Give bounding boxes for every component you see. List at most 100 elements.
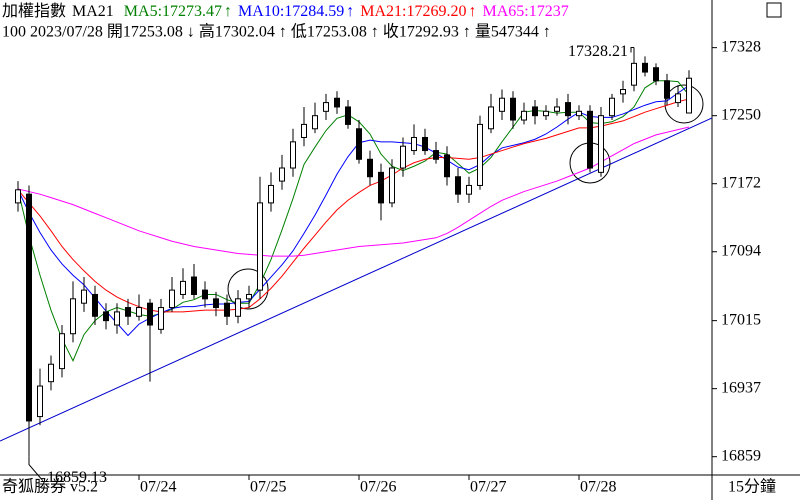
candle-body	[125, 307, 131, 317]
legend-arrow: ↑	[469, 3, 477, 20]
candle-body	[477, 123, 483, 186]
x-tick-label: 07/28	[580, 479, 616, 496]
high-annotation: 17328.21	[568, 43, 628, 60]
candle-body	[543, 110, 549, 117]
candle-body	[455, 176, 461, 195]
legend-arrow: ↑	[346, 3, 354, 20]
highlight-circle	[664, 84, 704, 124]
candle-body	[345, 106, 351, 125]
candle-body	[686, 77, 692, 114]
candle-body	[554, 106, 560, 112]
x-tick-label: 07/25	[250, 479, 286, 496]
candle-body	[103, 311, 109, 322]
software-label: 奇狐勝券 v5.2	[2, 478, 98, 496]
period-label: 15分鐘	[728, 478, 776, 496]
candle-body	[587, 110, 593, 169]
candle-body	[444, 154, 450, 178]
legend-arrow: ↑	[224, 3, 232, 20]
y-tick-label: 17015	[721, 311, 761, 328]
highlight-circle	[227, 268, 269, 310]
candle-body	[213, 298, 219, 309]
candle-body	[26, 193, 32, 422]
scroll-box[interactable]	[766, 2, 782, 18]
candle-body	[631, 62, 637, 86]
y-tick-label: 16859	[721, 447, 761, 464]
legend-entry: MA10:17284.59	[238, 3, 344, 20]
y-tick-label: 16937	[721, 379, 761, 396]
candle-body	[279, 167, 285, 182]
header-line-1: 加權指數 MA21 MA5:17273.47 ↑ MA10:17284.59 ↑ MA21…	[2, 2, 569, 20]
candle-body	[466, 184, 472, 195]
candle-body	[37, 385, 43, 418]
index-name: 加權指數	[2, 2, 66, 20]
candle-body	[367, 158, 373, 178]
header: 加權指數 MA21 MA5:17273.47 ↑ MA10:17284.59 ↑ MA21…	[2, 2, 569, 20]
candle-body	[433, 150, 439, 160]
candle-body	[576, 110, 582, 117]
y-tick-label: 17172	[721, 174, 761, 191]
candle-body	[334, 97, 340, 108]
low-annotation: 16859.13	[47, 469, 107, 486]
candle-body	[92, 293, 98, 317]
ma-line	[17, 98, 690, 313]
leader-line	[28, 456, 45, 480]
candle-body	[411, 136, 417, 152]
candle-body	[169, 289, 175, 309]
ma-line	[17, 126, 690, 257]
plot-area	[15, 47, 692, 457]
candle-body	[235, 298, 241, 317]
candle-body	[59, 333, 65, 370]
candle-body	[15, 189, 21, 204]
candle-body	[147, 302, 153, 326]
candle-body	[422, 136, 428, 152]
candle-body	[202, 289, 208, 300]
candle-body	[158, 307, 164, 330]
candle-body	[301, 123, 307, 138]
trend-line	[0, 117, 712, 442]
y-tick-label: 17328	[721, 38, 761, 55]
candle-body	[81, 289, 87, 304]
candle-body	[565, 102, 571, 117]
candle-body	[70, 298, 76, 335]
candle-body	[290, 141, 296, 169]
y-tick-label: 17094	[721, 242, 761, 259]
candle-body	[620, 89, 626, 95]
candle-body	[653, 67, 659, 82]
candle-body	[323, 102, 329, 112]
candle-body	[664, 80, 670, 99]
x-tick-label: 07/24	[140, 479, 176, 496]
legend-entry: MA21:17269.20	[360, 3, 466, 20]
candle-body	[642, 62, 648, 73]
candle-body	[191, 276, 197, 295]
leader-line	[630, 46, 634, 53]
candle-body	[521, 110, 527, 121]
legend-entry: MA5:17273.47	[124, 3, 222, 20]
candle-body	[609, 97, 615, 117]
candle-body	[499, 97, 505, 112]
candle-body	[488, 106, 494, 130]
candle-body	[257, 202, 263, 291]
candle-body	[224, 302, 230, 317]
candle-body	[114, 311, 120, 326]
candle-body	[356, 128, 362, 160]
candle-body	[136, 307, 142, 317]
candle-body	[598, 115, 604, 173]
candle-body	[48, 363, 54, 383]
candle-body	[532, 106, 538, 117]
candle-body	[378, 171, 384, 204]
candle-body	[400, 145, 406, 169]
candle-body	[675, 93, 681, 104]
x-tick-label: 07/26	[360, 479, 396, 496]
y-tick-label: 17250	[721, 106, 761, 123]
candle-body	[246, 293, 252, 300]
candle-body	[312, 115, 318, 130]
legend-entry: MA65:17237	[483, 3, 569, 20]
candle-body	[389, 167, 395, 204]
ma-label: MA21	[72, 3, 114, 20]
x-tick-label: 07/27	[470, 479, 506, 496]
candle-body	[268, 184, 274, 204]
quote-info: 100 2023/07/28 開17253.08 ↓ 高17302.04 ↑ 低…	[2, 23, 551, 41]
